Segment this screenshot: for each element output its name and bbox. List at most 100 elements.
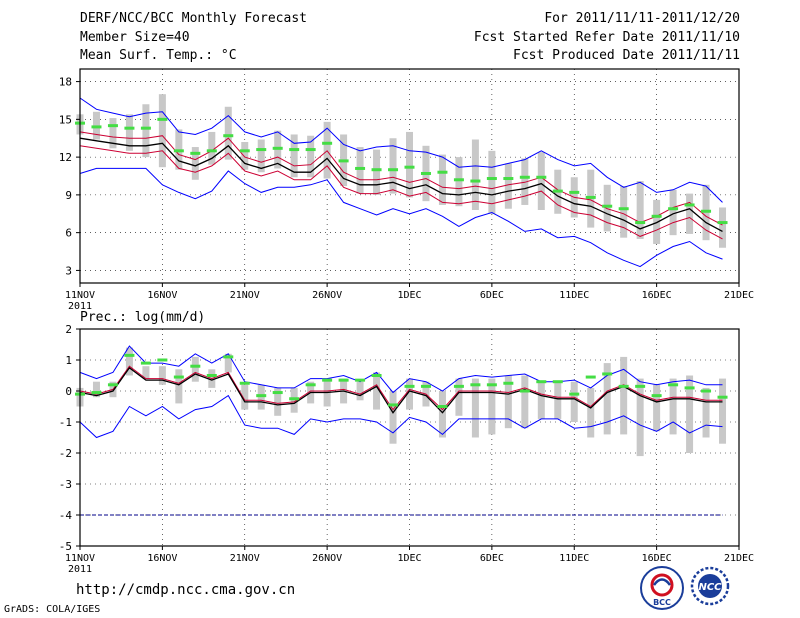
median-marker xyxy=(371,168,382,172)
median-marker xyxy=(322,141,333,145)
median-marker xyxy=(503,177,514,181)
spread-bar xyxy=(504,375,512,429)
median-marker xyxy=(190,151,201,155)
spread-bar xyxy=(521,375,529,429)
median-marker xyxy=(190,364,201,368)
x-tick-label: 21DEC xyxy=(724,290,754,301)
spread-bar xyxy=(125,347,133,376)
median-marker xyxy=(668,207,679,211)
grads-credit: GrADS: COLA/IGES xyxy=(4,604,101,615)
spread-bar xyxy=(669,189,677,236)
median-marker xyxy=(256,394,267,398)
median-marker xyxy=(256,148,267,152)
median-marker xyxy=(91,391,102,395)
median-marker xyxy=(371,374,382,377)
y-tick-label: 6 xyxy=(65,227,72,240)
x-tick-label: 1DEC xyxy=(397,553,421,564)
spread-bar xyxy=(373,149,381,195)
median-marker xyxy=(140,126,151,130)
median-marker xyxy=(388,168,399,172)
spread-bar xyxy=(521,158,529,205)
median-marker xyxy=(124,353,135,357)
spread-bar xyxy=(224,106,232,160)
median-marker xyxy=(519,389,530,393)
bcc-emblem-icon: BCC xyxy=(650,573,674,607)
spread-bar xyxy=(389,138,397,194)
x-tick-label: 16NOV xyxy=(147,553,177,564)
median-marker xyxy=(355,166,366,170)
median-marker xyxy=(635,384,646,388)
spread-bar xyxy=(356,147,364,194)
x-tick-label: 21DEC xyxy=(724,553,754,564)
median-marker xyxy=(239,381,250,385)
spread-bar xyxy=(191,356,199,382)
median-marker xyxy=(701,389,712,393)
series-line-upper xyxy=(79,365,723,411)
x-tick-label: 11NOV xyxy=(65,553,95,564)
median-marker xyxy=(289,397,300,401)
spread-bar xyxy=(257,384,265,410)
spread-bar xyxy=(142,104,150,158)
forecast-period: For 2011/11/11-2011/12/20 xyxy=(544,11,740,26)
spread-bar xyxy=(537,381,545,419)
spread-bar xyxy=(109,118,117,149)
median-marker xyxy=(602,372,613,376)
spread-bar xyxy=(653,384,661,432)
median-marker xyxy=(206,149,217,153)
footer-url[interactable]: http://cmdp.ncc.cma.gov.cn xyxy=(76,582,296,598)
series-line-min xyxy=(79,167,723,268)
median-marker xyxy=(668,383,679,387)
forecast-start-date: Fcst Started Refer Date 2011/11/10 xyxy=(473,30,740,45)
spread-bar xyxy=(191,147,199,180)
median-marker xyxy=(618,207,629,211)
y-tick-label: 1 xyxy=(65,354,72,367)
forecast-produced-date: Fcst Produced Date 2011/11/11 xyxy=(513,48,740,63)
spread-bar xyxy=(158,366,166,385)
spread-bar xyxy=(471,139,479,210)
svg-text:BCC: BCC xyxy=(653,598,671,607)
variable-label: Mean Surf. Temp.: °C xyxy=(80,48,237,63)
series-line-mean xyxy=(79,137,723,232)
median-marker xyxy=(585,195,596,199)
spread-bar xyxy=(636,378,644,457)
median-marker xyxy=(503,381,514,385)
member-size: Member Size=40 xyxy=(80,30,190,45)
median-marker xyxy=(552,380,563,384)
x-tick-label: 26NOV xyxy=(312,290,342,301)
spread-bar xyxy=(373,372,381,410)
median-marker xyxy=(157,358,168,362)
median-marker xyxy=(552,189,563,193)
x-tick-label: 16DEC xyxy=(642,553,672,564)
spread-bar xyxy=(488,378,496,435)
series-line-max xyxy=(79,345,723,394)
median-marker xyxy=(437,405,448,408)
median-marker xyxy=(618,384,629,388)
median-marker xyxy=(289,148,300,152)
spread-bar xyxy=(471,378,479,438)
median-marker xyxy=(173,149,184,153)
spread-bar xyxy=(438,391,446,438)
median-marker xyxy=(437,170,448,174)
spread-bar xyxy=(686,375,694,453)
median-marker xyxy=(536,175,547,179)
spread-bar xyxy=(241,384,249,410)
spread-bar xyxy=(603,184,611,232)
median-marker xyxy=(272,146,283,150)
x-tick-label: 26NOV xyxy=(312,553,342,564)
x-tick-label: 21NOV xyxy=(230,290,260,301)
y-tick-label: -3 xyxy=(59,478,72,491)
spread-bar xyxy=(719,378,727,444)
median-marker xyxy=(651,394,662,398)
ncc-logo: NCC xyxy=(686,566,734,606)
spread-bar xyxy=(669,378,677,435)
spread-bar xyxy=(537,152,545,210)
median-marker xyxy=(305,383,316,387)
spread-bar xyxy=(125,114,133,151)
median-marker xyxy=(420,171,431,175)
svg-text:NCC: NCC xyxy=(698,582,722,593)
median-marker xyxy=(420,384,431,388)
x-tick-label: 1DEC xyxy=(397,290,421,301)
median-marker xyxy=(470,383,481,387)
spread-bar xyxy=(719,207,727,248)
